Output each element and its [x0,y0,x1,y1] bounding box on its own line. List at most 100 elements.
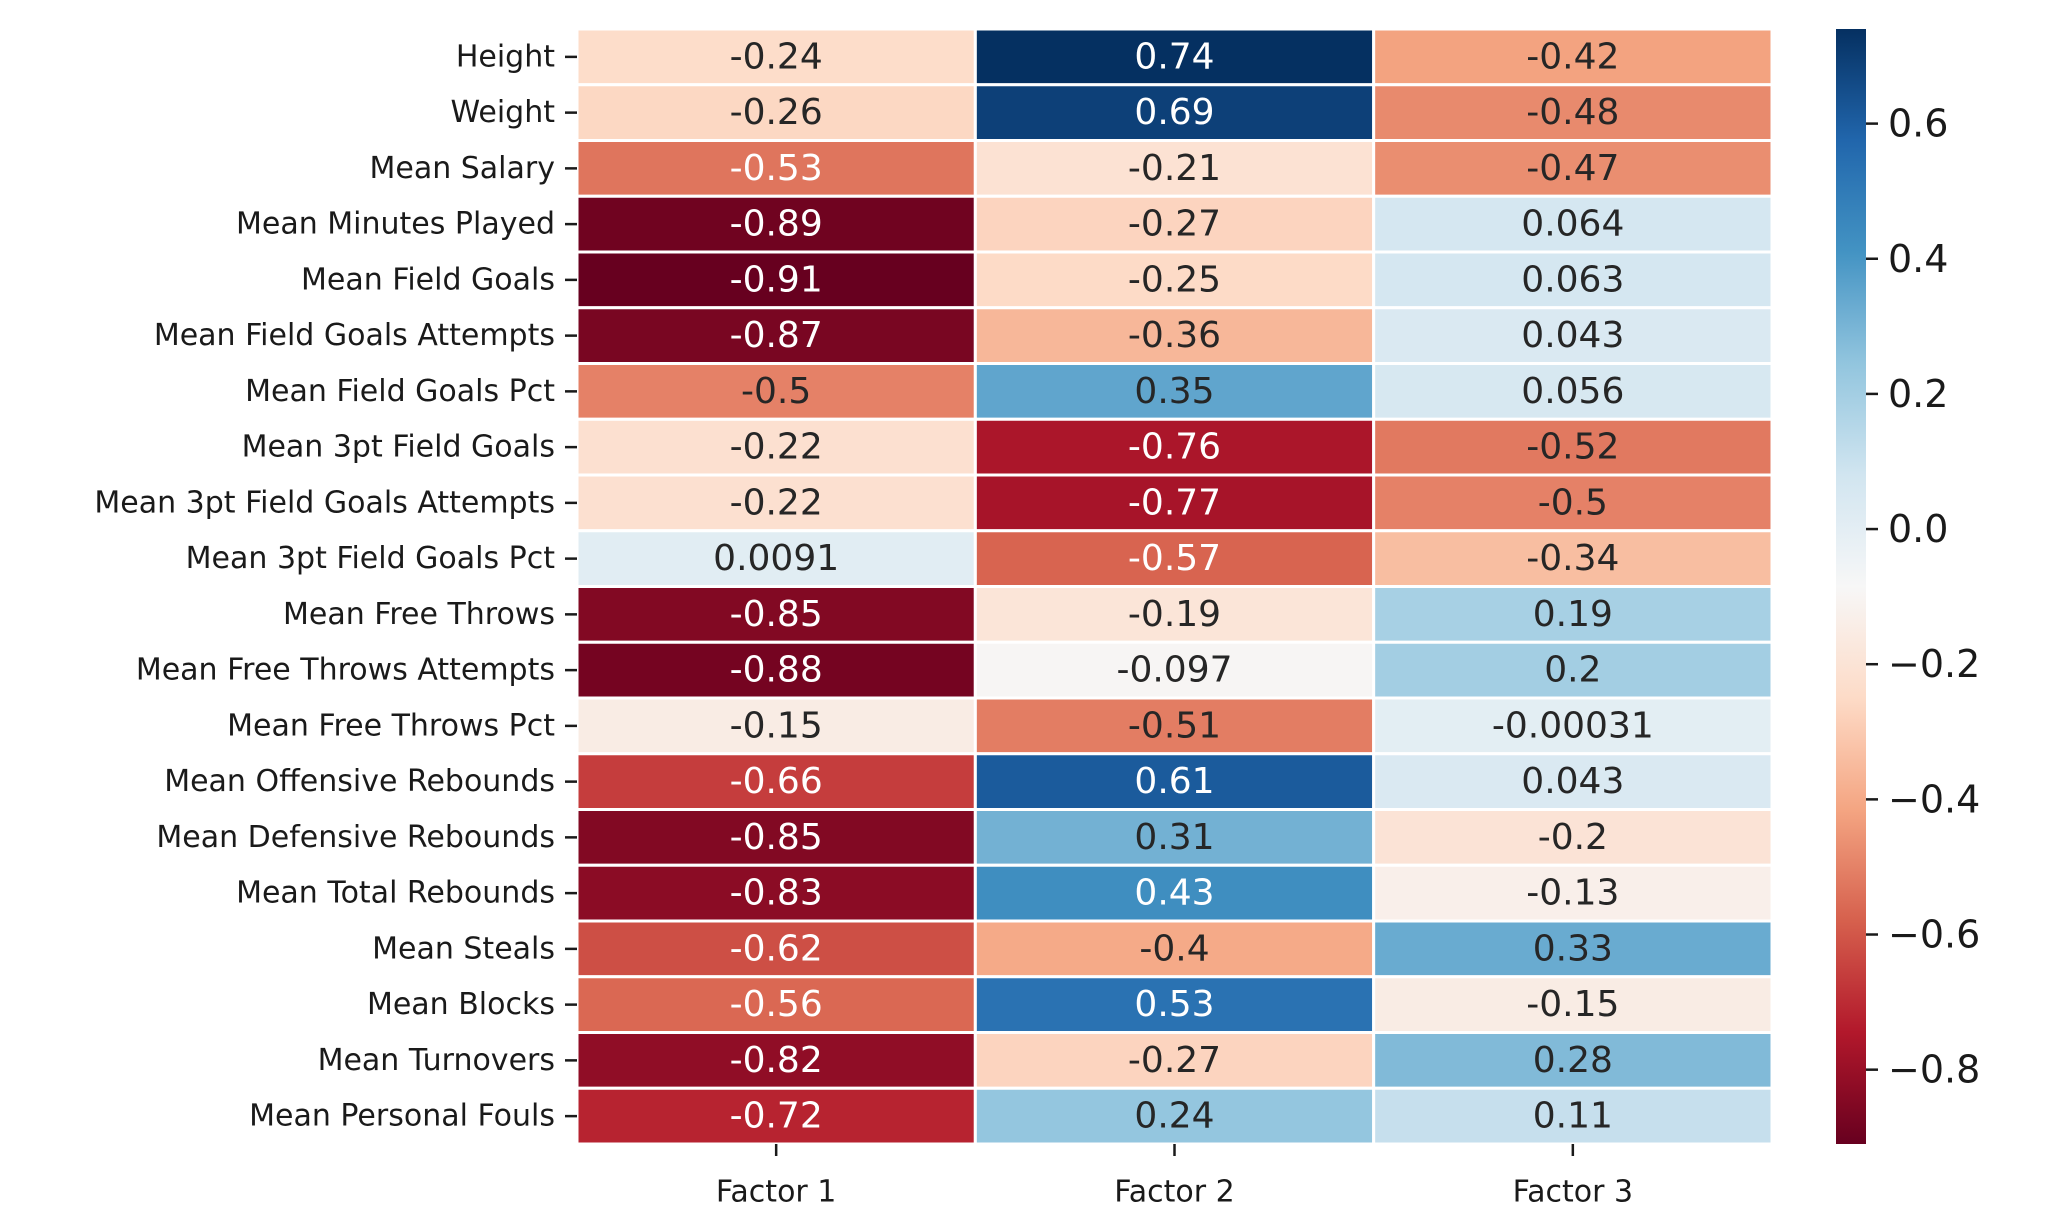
colorbar-tick-label: −0.6 [1888,913,1980,957]
cell-value-label: 0.19 [1533,594,1613,635]
cell-value-label: -0.91 [730,259,823,300]
colorbar-tick-label: 0.0 [1888,507,1948,551]
cell-value-label: -0.72 [730,1096,823,1137]
cell-value-label: -0.21 [1128,148,1221,189]
cell-value-label: -0.24 [730,36,823,77]
cell-mean-salary-factor-2 [973,139,1376,198]
cell-value-label: 0.74 [1134,36,1214,77]
cell-value-label: -0.66 [730,761,823,802]
cell-mean-3pt-field-goals-factor-3 [1372,417,1774,477]
cell-value-label: -0.87 [730,315,823,356]
row-label: Mean Blocks [367,987,555,1022]
row-label: Mean Minutes Played [236,207,555,242]
colorbar-tick-label: 0.6 [1888,102,1948,146]
cell-mean-field-goals-pct-factor-2 [973,362,1376,421]
cell-value-label: -0.53 [730,148,823,189]
cell-value-label: -0.85 [730,594,823,635]
row-label: Mean Total Rebounds [236,876,555,911]
cell-value-label: -0.83 [730,873,823,914]
cell-mean-turnovers-factor-2 [973,1031,1376,1090]
cell-value-label: -0.56 [730,984,823,1025]
cell-mean-personal-fouls-factor-2 [973,1086,1376,1146]
cell-mean-total-rebounds-factor-1 [575,863,977,923]
row-label: Mean Salary [369,151,555,186]
row-label: Mean Free Throws Attempts [136,653,555,688]
column-label: Factor 3 [1513,1175,1633,1210]
row-label: Mean 3pt Field Goals [242,430,555,465]
cell-value-label: -0.5 [741,371,811,412]
colorbar-tick-label: −0.4 [1888,777,1980,821]
cell-mean-steals-factor-2 [973,919,1376,979]
cell-value-label: -0.19 [1128,594,1221,635]
cell-value-label: 0.35 [1134,371,1214,412]
cell-value-label: -0.5 [1538,482,1608,523]
row-label: Height [456,39,555,74]
cell-value-label: -0.27 [1128,1040,1221,1081]
row-label: Mean Defensive Rebounds [156,820,555,855]
cell-value-label: 0.2 [1544,650,1601,691]
cell-value-label: 0.53 [1134,984,1214,1025]
cell-value-label: 0.11 [1533,1096,1613,1137]
cell-value-label: -0.47 [1526,148,1619,189]
cell-mean-steals-factor-3 [1372,919,1774,979]
column-labels: Factor 1 Factor 2 Factor 3 [716,1144,1633,1210]
row-label: Mean Field Goals [301,262,555,297]
cell-value-label: 0.24 [1134,1096,1214,1137]
cell-value-label: -0.22 [730,427,823,468]
cell-mean-field-goals-attempts-factor-2 [973,306,1376,365]
heatmap-cell-labels: -0.24 0.74 -0.42 -0.26 0.69 -0.48 -0.53 -0.21 -0… [713,36,1654,1136]
row-label: Mean Personal Fouls [249,1099,555,1134]
cell-value-label: -0.27 [1128,204,1221,245]
cell-mean-3pt-field-goals-pct-factor-3 [1372,529,1774,588]
cell-mean-blocks-factor-3 [1372,975,1774,1034]
cell-value-label: -0.89 [730,204,823,245]
column-label: Factor 2 [1114,1175,1234,1210]
row-label: Mean Offensive Rebounds [164,764,555,799]
cell-value-label: -0.15 [730,705,823,746]
cell-value-label: -0.4 [1139,928,1209,969]
cell-height-factor-2 [973,27,1376,87]
cell-mean-total-rebounds-factor-3 [1372,863,1774,923]
row-label: Mean 3pt Field Goals Pct [186,541,556,576]
cell-value-label: -0.42 [1526,36,1619,77]
cell-value-label: 0.056 [1521,371,1624,412]
row-label: Mean 3pt Field Goals Attempts [94,485,555,520]
cell-mean-minutes-played-factor-3 [1372,194,1774,254]
cell-value-label: 0.064 [1521,204,1624,245]
cell-mean-3pt-field-goals-attempts-factor-3 [1372,473,1774,533]
row-label: Mean Free Throws Pct [227,708,555,743]
cell-mean-3pt-field-goals-pct-factor-2 [973,529,1376,588]
cell-value-label: -0.22 [730,482,823,523]
heatmap-cells [575,27,1774,1146]
cell-value-label: -0.15 [1526,984,1619,1025]
cell-mean-free-throws-factor-3 [1372,585,1774,644]
cell-value-label: -0.85 [730,817,823,858]
cell-mean-steals-factor-1 [575,919,977,979]
colorbar-tick-label: −0.2 [1888,642,1980,686]
colorbar-tick-label: 0.4 [1888,237,1948,281]
row-label: Weight [450,95,555,130]
colorbar-tick-label: −0.8 [1888,1048,1980,1092]
cell-value-label: 0.31 [1134,817,1214,858]
cell-mean-total-rebounds-factor-2 [973,863,1376,923]
cell-mean-defensive-rebounds-factor-3 [1372,808,1774,867]
cell-weight-factor-3 [1372,83,1774,142]
cell-value-label: -0.13 [1526,873,1619,914]
cell-mean-blocks-factor-2 [973,975,1376,1034]
cell-value-label: 0.043 [1521,761,1624,802]
cell-value-label: 0.69 [1134,92,1214,133]
cell-value-label: -0.62 [730,928,823,969]
cell-mean-free-throws-pct-factor-1 [575,696,977,756]
cell-mean-field-goals-factor-2 [973,250,1376,310]
cell-mean-field-goals-pct-factor-1 [575,362,977,421]
cell-value-label: -0.51 [1128,705,1221,746]
colorbar-tick-label: 0.2 [1888,372,1948,416]
cell-value-label: -0.25 [1128,259,1221,300]
cell-value-label: 0.33 [1533,928,1613,969]
column-label: Factor 1 [716,1175,836,1210]
cell-value-label: -0.34 [1526,538,1619,579]
cell-mean-free-throws-factor-1 [575,585,977,644]
cell-value-label: -0.26 [730,92,823,133]
cell-value-label: -0.36 [1128,315,1221,356]
cell-value-label: -0.52 [1526,427,1619,468]
